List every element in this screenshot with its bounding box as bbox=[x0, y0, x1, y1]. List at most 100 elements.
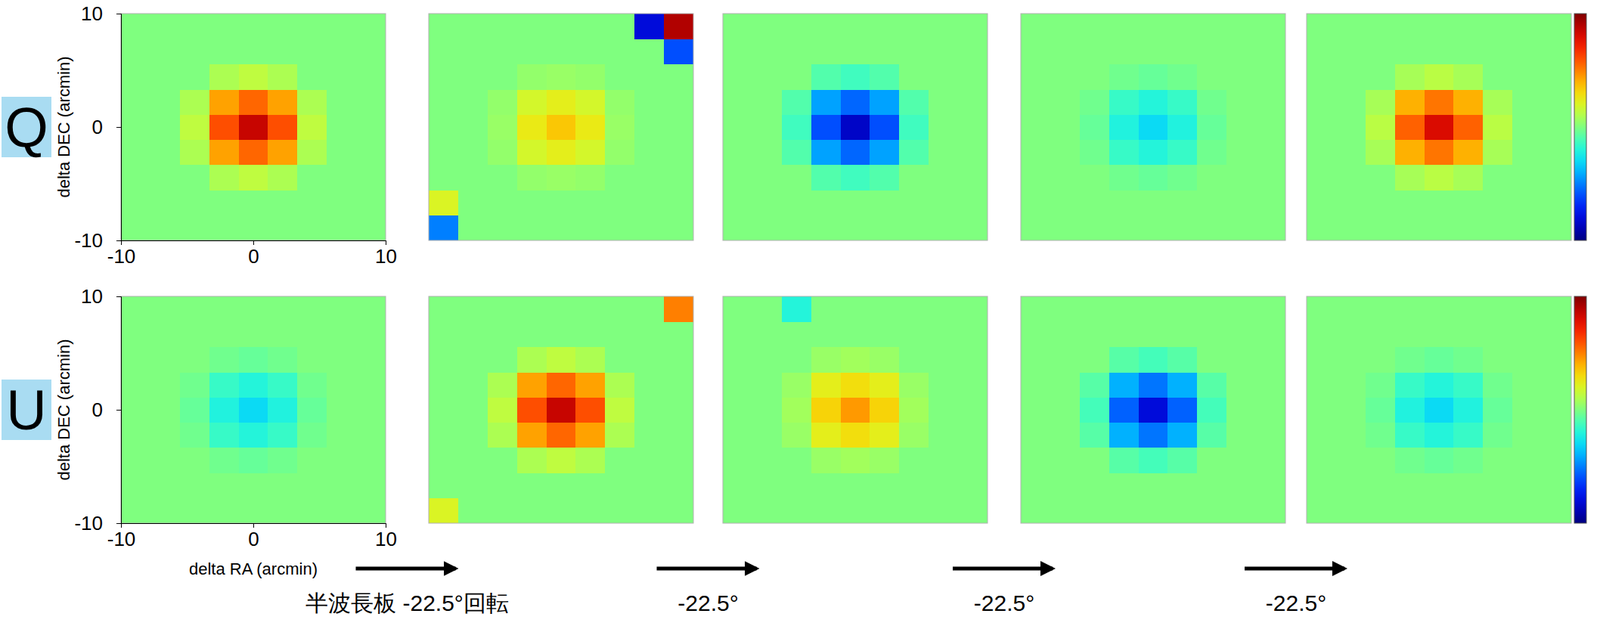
heatmap-cell bbox=[1050, 296, 1080, 323]
heatmap-cell bbox=[928, 347, 959, 373]
x-tick-label: -10 bbox=[107, 527, 137, 551]
heatmap-cell bbox=[179, 64, 210, 90]
heatmap-cell bbox=[722, 64, 753, 90]
heatmap-cell bbox=[1196, 189, 1227, 216]
heatmap-cell bbox=[1020, 13, 1051, 40]
heatmap-cell bbox=[604, 13, 635, 40]
heatmap-cell bbox=[899, 422, 929, 449]
heatmap-cell bbox=[428, 372, 459, 398]
heatmap-cell bbox=[297, 64, 327, 90]
heatmap-cell bbox=[517, 189, 547, 216]
heatmap-cell bbox=[1306, 347, 1337, 373]
heatmap-cell bbox=[1226, 189, 1256, 216]
heatmap-cell bbox=[150, 139, 180, 166]
heatmap-cell bbox=[575, 296, 605, 323]
x-tick-mark bbox=[253, 240, 255, 245]
x-axis: -10010 bbox=[107, 523, 397, 551]
heatmap-cell bbox=[238, 215, 269, 241]
heatmap-cell bbox=[1079, 422, 1110, 449]
heatmap-cell bbox=[663, 472, 694, 499]
heatmap-cell bbox=[1079, 114, 1110, 140]
heatmap-cell bbox=[1336, 498, 1366, 524]
heatmap-cell bbox=[811, 114, 841, 140]
heatmap-cell bbox=[869, 114, 900, 140]
heatmap-cell bbox=[546, 114, 577, 140]
heatmap-cell bbox=[179, 189, 210, 216]
heatmap-cell bbox=[1138, 296, 1169, 323]
heatmap-cell bbox=[1109, 189, 1139, 216]
heatmap-cell bbox=[752, 139, 782, 166]
heatmap-cell bbox=[209, 114, 239, 140]
heatmap-cell bbox=[1020, 372, 1051, 398]
heatmap-cell bbox=[1109, 472, 1139, 499]
heatmap-cell bbox=[958, 422, 988, 449]
heatmap-cell bbox=[356, 321, 386, 348]
plot-frame bbox=[1306, 13, 1572, 241]
heatmap-cell bbox=[1167, 139, 1197, 166]
heatmap-cell bbox=[297, 189, 327, 216]
heatmap-cell bbox=[1196, 321, 1227, 348]
heatmap-cell bbox=[752, 321, 782, 348]
heatmap-cell bbox=[1482, 472, 1513, 499]
heatmap-cell bbox=[356, 472, 386, 499]
heatmap-cell bbox=[209, 321, 239, 348]
heatmap-cell bbox=[1079, 296, 1110, 323]
x-axis-line bbox=[121, 241, 387, 246]
heatmap-cell bbox=[1453, 372, 1483, 398]
heatmap-cell bbox=[428, 13, 459, 40]
heatmap-cell bbox=[1336, 422, 1366, 449]
heatmap-cell bbox=[546, 347, 577, 373]
heatmap-cell bbox=[179, 215, 210, 241]
panel: -10010-10010delta DEC (arcmin)delta RA (… bbox=[1, 285, 397, 579]
heatmap-cell bbox=[781, 372, 812, 398]
heatmap-cell bbox=[722, 396, 753, 423]
heatmap-cell bbox=[1226, 114, 1256, 140]
heatmap-cell bbox=[326, 472, 357, 499]
heatmap-cell bbox=[634, 472, 664, 499]
heatmap-cell bbox=[1395, 347, 1425, 373]
heatmap-cell bbox=[428, 347, 459, 373]
heatmap-cell bbox=[209, 13, 239, 40]
heatmap-cell bbox=[356, 139, 386, 166]
heatmap-cell bbox=[1482, 164, 1513, 191]
y-tick-mark bbox=[116, 296, 121, 298]
heatmap-cell bbox=[781, 321, 812, 348]
heatmap-cell bbox=[1365, 321, 1396, 348]
heatmap-cell bbox=[179, 447, 210, 474]
y-tick: 0 bbox=[92, 115, 121, 139]
heatmap-cell bbox=[1424, 89, 1455, 115]
heatmap-cell bbox=[928, 64, 959, 90]
heatmap-cell bbox=[752, 89, 782, 115]
heatmap-cell bbox=[517, 139, 547, 166]
heatmap-cell bbox=[1424, 189, 1455, 216]
heatmap-cell bbox=[722, 498, 753, 524]
heatmap-cell bbox=[238, 347, 269, 373]
heatmap-cell bbox=[458, 189, 488, 216]
heatmap-cell bbox=[1365, 38, 1396, 65]
heatmap-cell bbox=[722, 114, 753, 140]
heatmap-cell bbox=[209, 347, 239, 373]
heatmap-cell bbox=[958, 347, 988, 373]
heatmap-cell bbox=[209, 422, 239, 449]
heatmap-cell bbox=[958, 372, 988, 398]
heatmap-cell bbox=[458, 447, 488, 474]
heatmap-cell bbox=[1050, 38, 1080, 65]
heatmap-cell bbox=[1395, 89, 1425, 115]
heatmap-cell bbox=[604, 38, 635, 65]
heatmap-cell bbox=[1541, 215, 1572, 241]
heatmap-cell bbox=[546, 447, 577, 474]
heatmap-cell bbox=[487, 164, 518, 191]
heatmap-cell bbox=[1336, 321, 1366, 348]
heatmap-cell bbox=[1255, 498, 1286, 524]
heatmap-cell bbox=[150, 114, 180, 140]
heatmap-cell bbox=[356, 38, 386, 65]
heatmap-cell bbox=[575, 396, 605, 423]
heatmap-cell bbox=[663, 498, 694, 524]
heatmap-cell bbox=[150, 215, 180, 241]
heatmap-cell bbox=[267, 164, 298, 191]
heatmap-cell bbox=[297, 139, 327, 166]
heatmap-cell bbox=[1255, 189, 1286, 216]
colorbar bbox=[1574, 13, 1587, 241]
y-tick-label: -10 bbox=[74, 229, 103, 252]
heatmap-cell bbox=[1541, 296, 1572, 323]
